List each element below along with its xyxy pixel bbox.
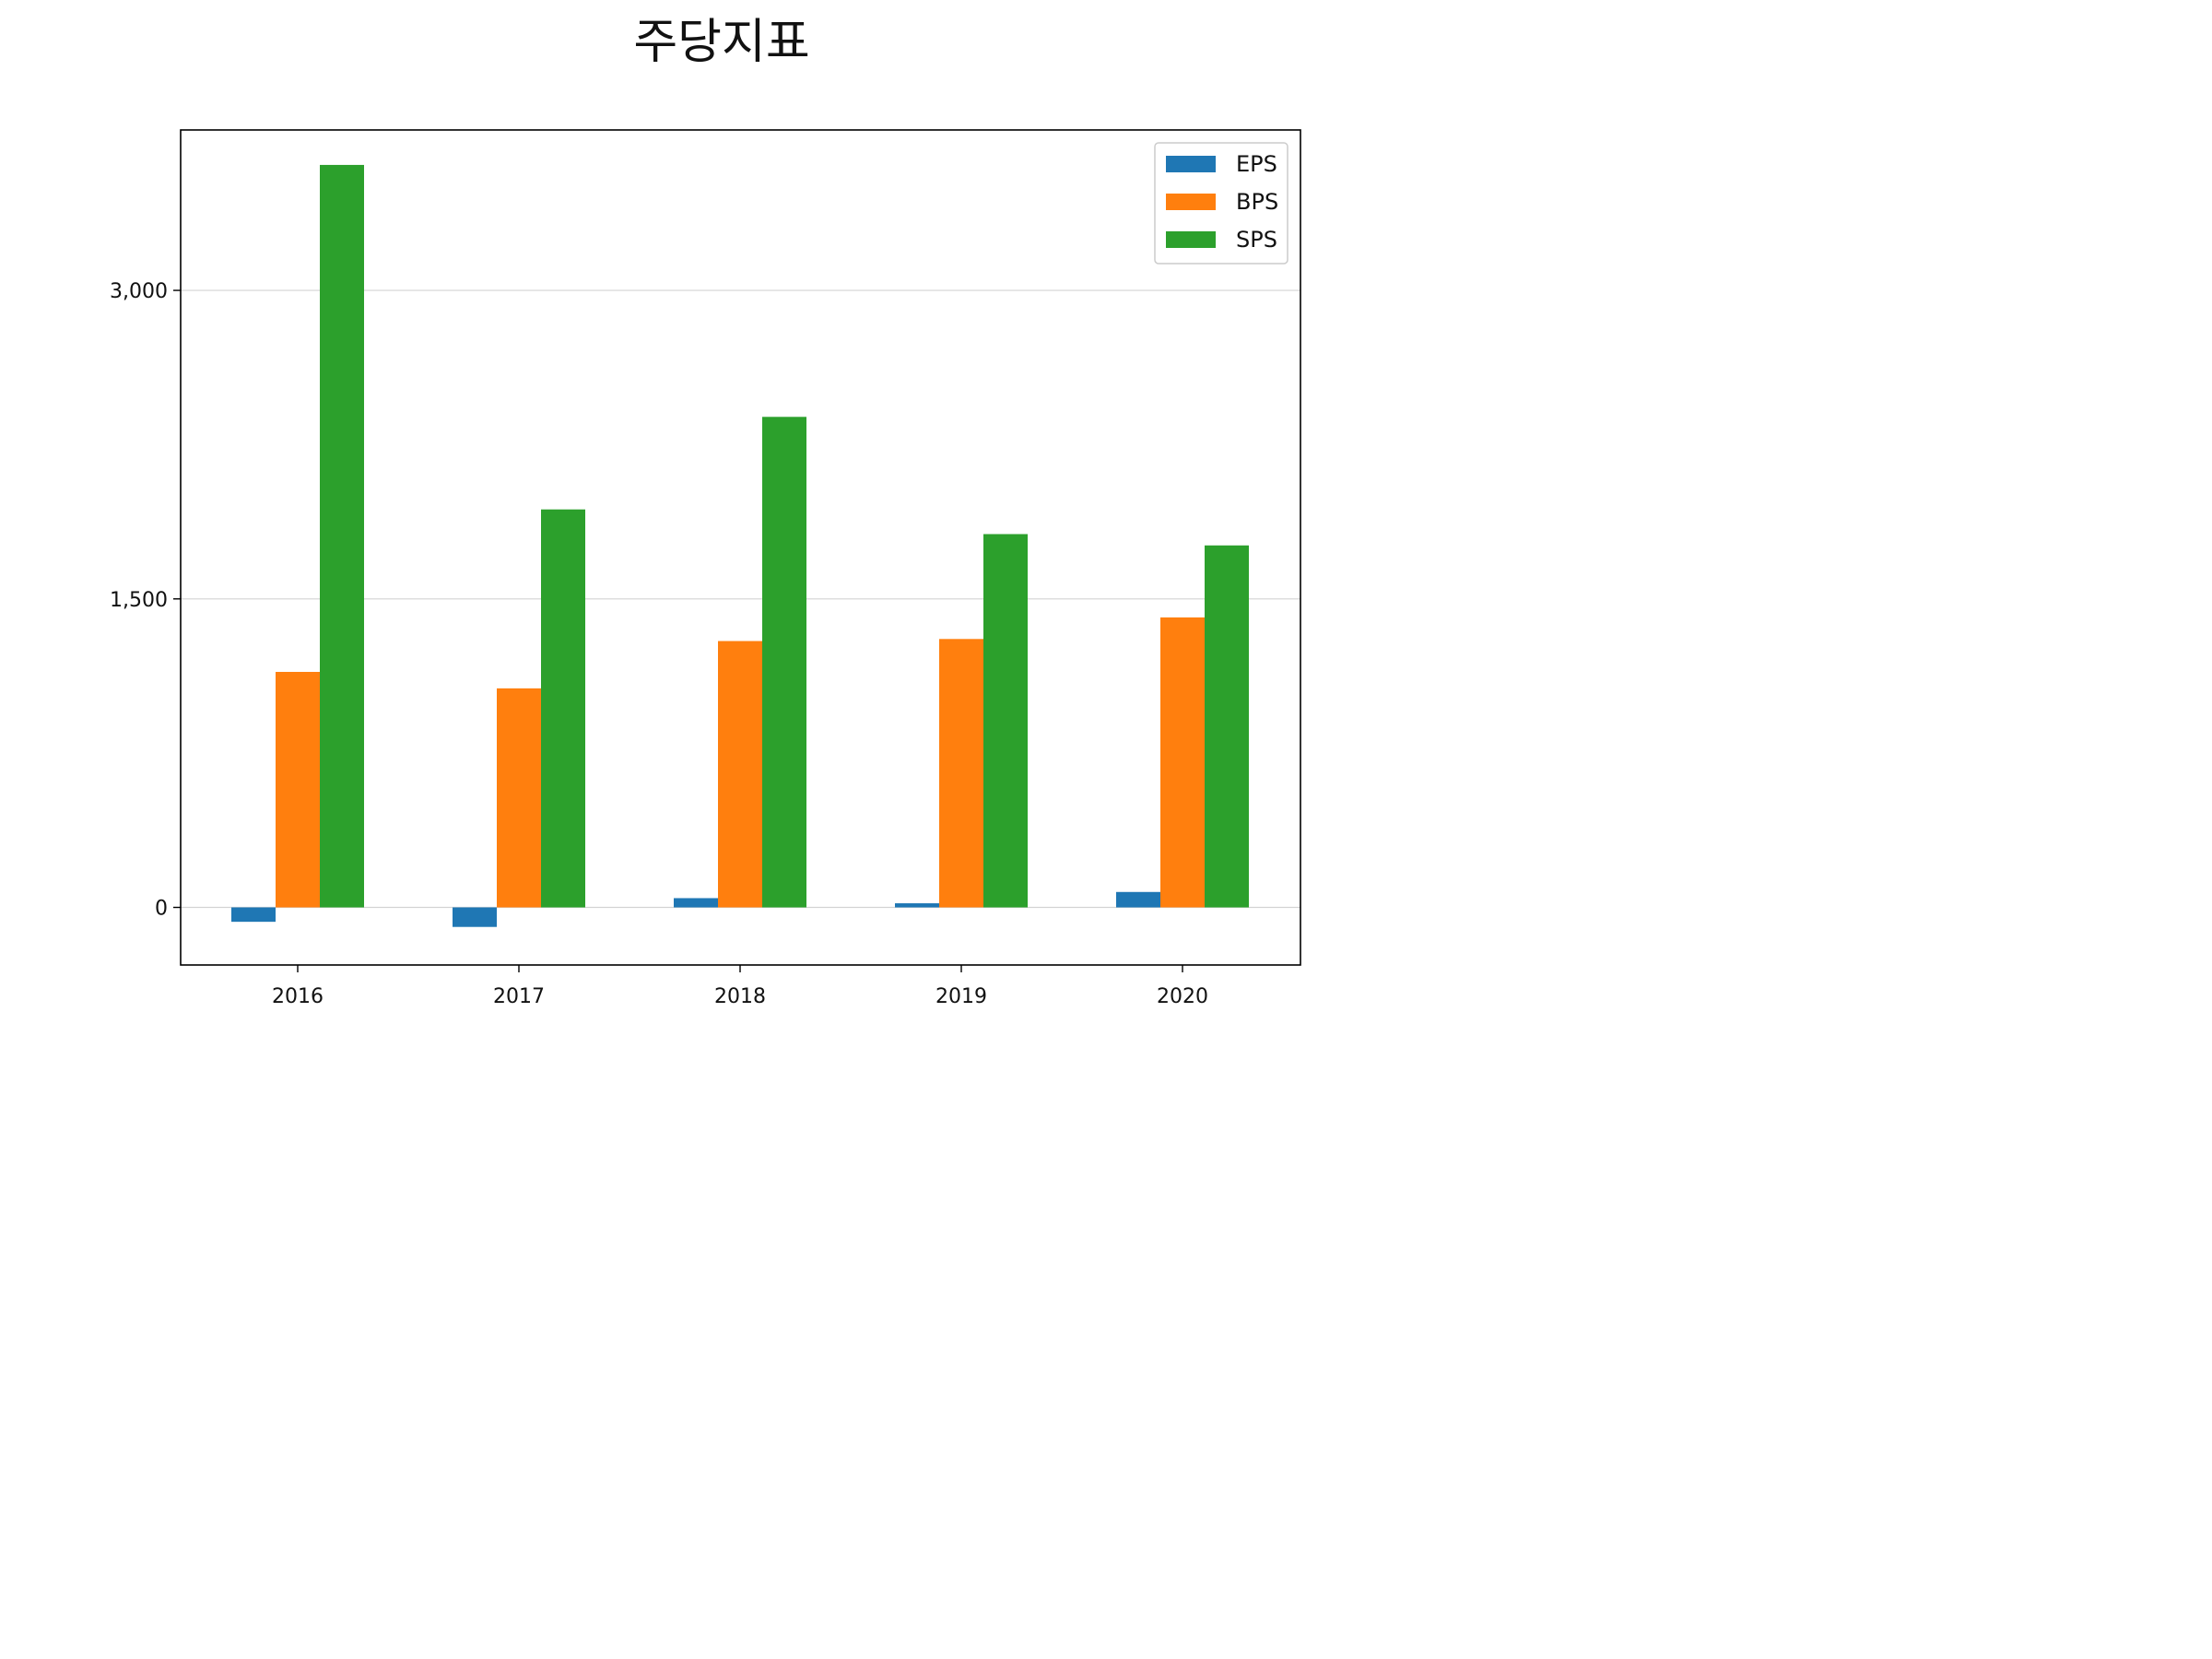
legend-label-bps: BPS — [1236, 189, 1278, 215]
bar-sps-2016 — [320, 164, 364, 908]
bar-bps-2018 — [718, 641, 762, 908]
x-tick-label: 2019 — [935, 985, 987, 1008]
bar-eps-2017 — [453, 907, 497, 927]
bar-eps-2019 — [895, 903, 939, 908]
legend-swatch-bps — [1166, 194, 1216, 210]
bars — [231, 164, 1249, 927]
bar-eps-2020 — [1116, 891, 1160, 908]
legend-label-eps: EPS — [1236, 151, 1277, 177]
y-tick-label: 1,500 — [110, 589, 168, 612]
bar-sps-2017 — [541, 509, 585, 908]
x-axis: 2016 2017 2018 2019 2020 — [272, 965, 1208, 1008]
x-tick-label: 2016 — [272, 985, 324, 1008]
y-axis: 0 1,500 3,000 — [110, 280, 181, 921]
bar-bps-2020 — [1160, 617, 1205, 908]
bar-eps-2018 — [674, 898, 718, 908]
bar-sps-2018 — [762, 417, 806, 908]
bar-bps-2016 — [276, 672, 320, 908]
x-tick-label: 2017 — [493, 985, 545, 1008]
y-tick-label: 3,000 — [110, 280, 168, 303]
legend-swatch-eps — [1166, 156, 1216, 172]
x-tick-label: 2018 — [714, 985, 766, 1008]
bar-sps-2019 — [983, 534, 1028, 908]
chart-title: 주당지표 — [633, 15, 809, 70]
x-tick-label: 2020 — [1157, 985, 1208, 1008]
legend-label-sps: SPS — [1236, 227, 1277, 253]
legend: EPS BPS SPS — [1154, 142, 1288, 265]
y-tick-label: 0 — [155, 898, 168, 921]
bar-sps-2020 — [1205, 545, 1249, 908]
chart: 주당지표 0 1,500 3,000 2016 2017 2018 2019 2020 EP… — [110, 15, 1301, 1008]
legend-swatch-sps — [1166, 231, 1216, 248]
bar-bps-2019 — [939, 639, 983, 908]
bar-bps-2017 — [497, 688, 541, 908]
bar-eps-2016 — [231, 907, 276, 923]
